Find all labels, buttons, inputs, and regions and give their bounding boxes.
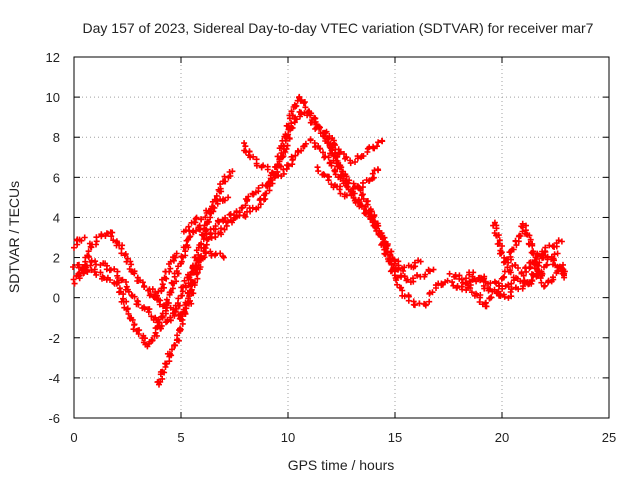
y-tick-label: 0 [53, 291, 60, 306]
y-tick-label: -2 [48, 331, 60, 346]
y-axis-title: SDTVAR / TECUs [6, 181, 22, 293]
y-tick-label: -4 [48, 371, 60, 386]
x-tick-label: 15 [388, 430, 402, 445]
y-tick-label: 6 [53, 170, 60, 185]
x-tick-label: 0 [70, 430, 77, 445]
y-tick-label: 10 [46, 90, 60, 105]
series-markers [75, 248, 227, 332]
series-markers [180, 194, 232, 235]
series-markers [154, 168, 236, 388]
series-markers [490, 219, 568, 290]
series-markers [241, 136, 382, 193]
series-track-5 [146, 250, 180, 303]
series-track-9 [314, 164, 424, 274]
x-tick-label: 5 [177, 430, 184, 445]
plot-frame [73, 56, 610, 419]
series-markers [323, 128, 386, 167]
series-track-7 [180, 194, 232, 235]
series-markers [146, 250, 180, 303]
x-tick-label: 25 [602, 430, 616, 445]
series-track-10 [323, 128, 386, 167]
series-markers [71, 234, 88, 251]
series-markers [314, 164, 424, 274]
series-markers [458, 250, 561, 301]
y-tick-label: 12 [46, 50, 60, 65]
grid [74, 57, 609, 418]
chart-title: Day 157 of 2023, Sidereal Day-to-day VTE… [83, 20, 594, 36]
series-track-13 [490, 219, 568, 290]
x-tick-label: 10 [281, 430, 295, 445]
series-track-1 [71, 234, 88, 251]
series-track-4 [75, 248, 227, 332]
y-tick-label: 2 [53, 251, 60, 266]
x-tick-label: 20 [495, 430, 509, 445]
x-axis-title: GPS time / hours [288, 457, 395, 473]
y-tick-label: 8 [53, 130, 60, 145]
series-track-6 [154, 168, 236, 388]
series-track-14 [458, 250, 561, 301]
data-series [70, 93, 568, 388]
y-tick-label: 4 [53, 210, 60, 225]
axis-ticks: 0 5 10 15 20 25 -6 -4 -2 0 2 4 6 8 10 12 [46, 50, 617, 445]
series-track-8 [241, 136, 382, 193]
y-tick-label: -6 [48, 411, 60, 426]
